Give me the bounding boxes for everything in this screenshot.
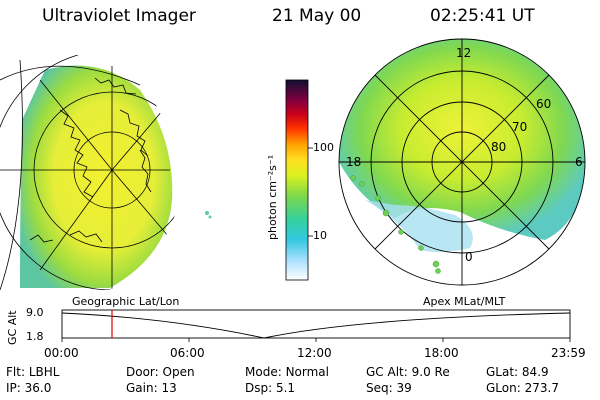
colorbar-tick-100: 100 [313, 141, 334, 154]
status-flt: Flt: LBHL [6, 365, 60, 379]
status-seq: Seq: 39 [366, 381, 412, 395]
mlt-label-12: 12 [456, 46, 472, 60]
status-gain: Gain: 13 [126, 381, 177, 395]
right-panel-label: Apex MLat/MLT [423, 295, 506, 308]
altitude-ytick-min: 1.8 [26, 330, 44, 343]
polar-plot [338, 38, 586, 286]
mlt-label-6: 6 [575, 155, 583, 169]
mlt-label-18: 18 [346, 155, 362, 169]
status-mode: Mode: Normal [245, 365, 329, 379]
mlat-label-80: 80 [491, 140, 507, 154]
time-tick-1800: 18:00 [424, 346, 459, 360]
altitude-ylabel: GC Alt [6, 310, 19, 345]
status-door: Door: Open [126, 365, 195, 379]
date-label: 21 May 00 [272, 6, 362, 26]
mlat-label-70: 70 [512, 120, 528, 134]
colorbar-units: photon cm⁻²s⁻¹ [266, 154, 279, 240]
time-tick-0000: 00:00 [44, 346, 79, 360]
altitude-plot [61, 309, 571, 342]
status-ip: IP: 36.0 [6, 381, 52, 395]
status-glat: GLat: 84.9 [486, 365, 549, 379]
time-tick-1200: 12:00 [297, 346, 332, 360]
status-glon: GLon: 273.7 [486, 381, 559, 395]
geographic-map [0, 53, 212, 291]
status-dsp: Dsp: 5.1 [245, 381, 296, 395]
time-label: 02:25:41 UT [430, 6, 535, 26]
altitude-ytick-max: 9.0 [26, 306, 44, 319]
time-tick-0600: 06:00 [170, 346, 205, 360]
instrument-title: Ultraviolet Imager [42, 6, 196, 26]
time-tick-2359: 23:59 [551, 346, 586, 360]
colorbar-tick-10: 10 [313, 229, 327, 242]
mlt-label-0: 0 [465, 250, 473, 264]
mlat-label-60: 60 [536, 97, 552, 111]
status-gc-alt: GC Alt: 9.0 Re [366, 365, 450, 379]
left-panel-label: Geographic Lat/Lon [72, 295, 180, 308]
colorbar [285, 79, 309, 281]
